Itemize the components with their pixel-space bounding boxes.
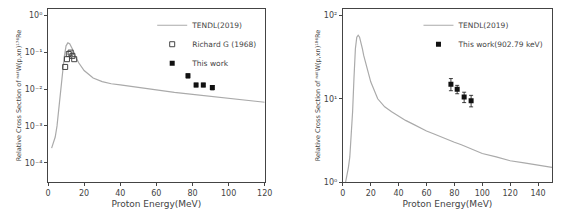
svg-text:This work: This work bbox=[191, 59, 229, 68]
svg-text:20: 20 bbox=[366, 189, 376, 198]
svg-text:TENDL(2019): TENDL(2019) bbox=[191, 21, 242, 30]
svg-text:80: 80 bbox=[449, 189, 459, 198]
svg-text:10²: 10² bbox=[324, 11, 337, 20]
svg-text:60: 60 bbox=[421, 189, 431, 198]
svg-text:10⁻¹: 10⁻¹ bbox=[25, 48, 43, 57]
svg-text:0: 0 bbox=[340, 189, 345, 198]
svg-text:120: 120 bbox=[257, 189, 272, 198]
svg-text:Relative Cross Section of ⁿᵃᵗW: Relative Cross Section of ⁿᵃᵗW(p,xn)¹⁷⁶R… bbox=[15, 30, 23, 161]
svg-text:10⁰: 10⁰ bbox=[29, 11, 42, 20]
svg-text:10⁻⁴: 10⁻⁴ bbox=[25, 159, 43, 168]
svg-text:TENDL(2019): TENDL(2019) bbox=[457, 21, 508, 30]
svg-text:40: 40 bbox=[115, 189, 125, 198]
svg-text:10¹: 10¹ bbox=[324, 95, 337, 104]
svg-text:120: 120 bbox=[503, 189, 518, 198]
svg-text:100: 100 bbox=[475, 189, 490, 198]
svg-text:80: 80 bbox=[187, 189, 197, 198]
svg-text:40: 40 bbox=[394, 189, 404, 198]
svg-text:Proton Energy(MeV): Proton Energy(MeV) bbox=[111, 199, 201, 209]
svg-text:10⁰: 10⁰ bbox=[324, 178, 337, 187]
svg-text:Proton Energy(MeV): Proton Energy(MeV) bbox=[402, 199, 492, 209]
svg-text:0: 0 bbox=[45, 189, 50, 198]
svg-text:This work(902.79 keV): This work(902.79 keV) bbox=[457, 40, 542, 49]
svg-text:140: 140 bbox=[530, 189, 545, 198]
svg-text:Relative Cross Section of ⁿᵃᵗW: Relative Cross Section of ⁿᵃᵗW(p,xn)¹⁸⁶R… bbox=[314, 30, 322, 161]
svg-text:10⁻³: 10⁻³ bbox=[25, 122, 43, 131]
svg-text:60: 60 bbox=[151, 189, 161, 198]
svg-text:20: 20 bbox=[79, 189, 89, 198]
svg-text:10⁻²: 10⁻² bbox=[25, 85, 43, 94]
svg-text:Richard G (1968): Richard G (1968) bbox=[192, 40, 256, 49]
svg-text:100: 100 bbox=[221, 189, 236, 198]
